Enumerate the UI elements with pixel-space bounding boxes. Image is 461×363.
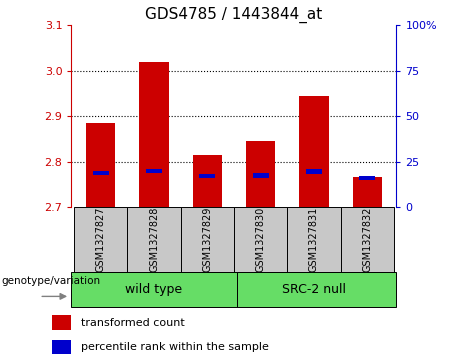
Text: percentile rank within the sample: percentile rank within the sample	[81, 342, 269, 352]
Text: GSM1327832: GSM1327832	[362, 207, 372, 272]
Bar	[234, 207, 287, 272]
Text: GSM1327830: GSM1327830	[255, 207, 266, 272]
Bar	[52, 340, 71, 354]
Bar	[86, 123, 115, 207]
Bar	[353, 178, 382, 207]
Bar	[193, 155, 222, 207]
Text: wild type: wild type	[125, 283, 183, 296]
Bar	[181, 207, 234, 272]
Text: SRC-2 null: SRC-2 null	[282, 283, 346, 296]
Text: GSM1327827: GSM1327827	[96, 207, 106, 272]
Text: GSM1327828: GSM1327828	[149, 207, 159, 272]
Bar	[146, 169, 162, 173]
Text: transformed count: transformed count	[81, 318, 184, 328]
Text: GSM1327831: GSM1327831	[309, 207, 319, 272]
Text: genotype/variation: genotype/variation	[1, 276, 100, 286]
Bar	[341, 207, 394, 272]
Bar	[306, 169, 322, 174]
Bar	[93, 171, 109, 175]
Bar	[287, 207, 341, 272]
Bar	[299, 96, 329, 207]
Bar	[253, 173, 269, 178]
Bar	[71, 272, 236, 307]
Bar	[236, 272, 396, 307]
Bar	[139, 62, 169, 207]
Text: GSM1327829: GSM1327829	[202, 207, 213, 272]
Bar	[359, 176, 375, 180]
Title: GDS4785 / 1443844_at: GDS4785 / 1443844_at	[145, 7, 323, 23]
Bar	[199, 174, 215, 178]
Bar	[52, 315, 71, 330]
Bar	[246, 141, 275, 207]
Bar	[127, 207, 181, 272]
Bar	[74, 207, 127, 272]
